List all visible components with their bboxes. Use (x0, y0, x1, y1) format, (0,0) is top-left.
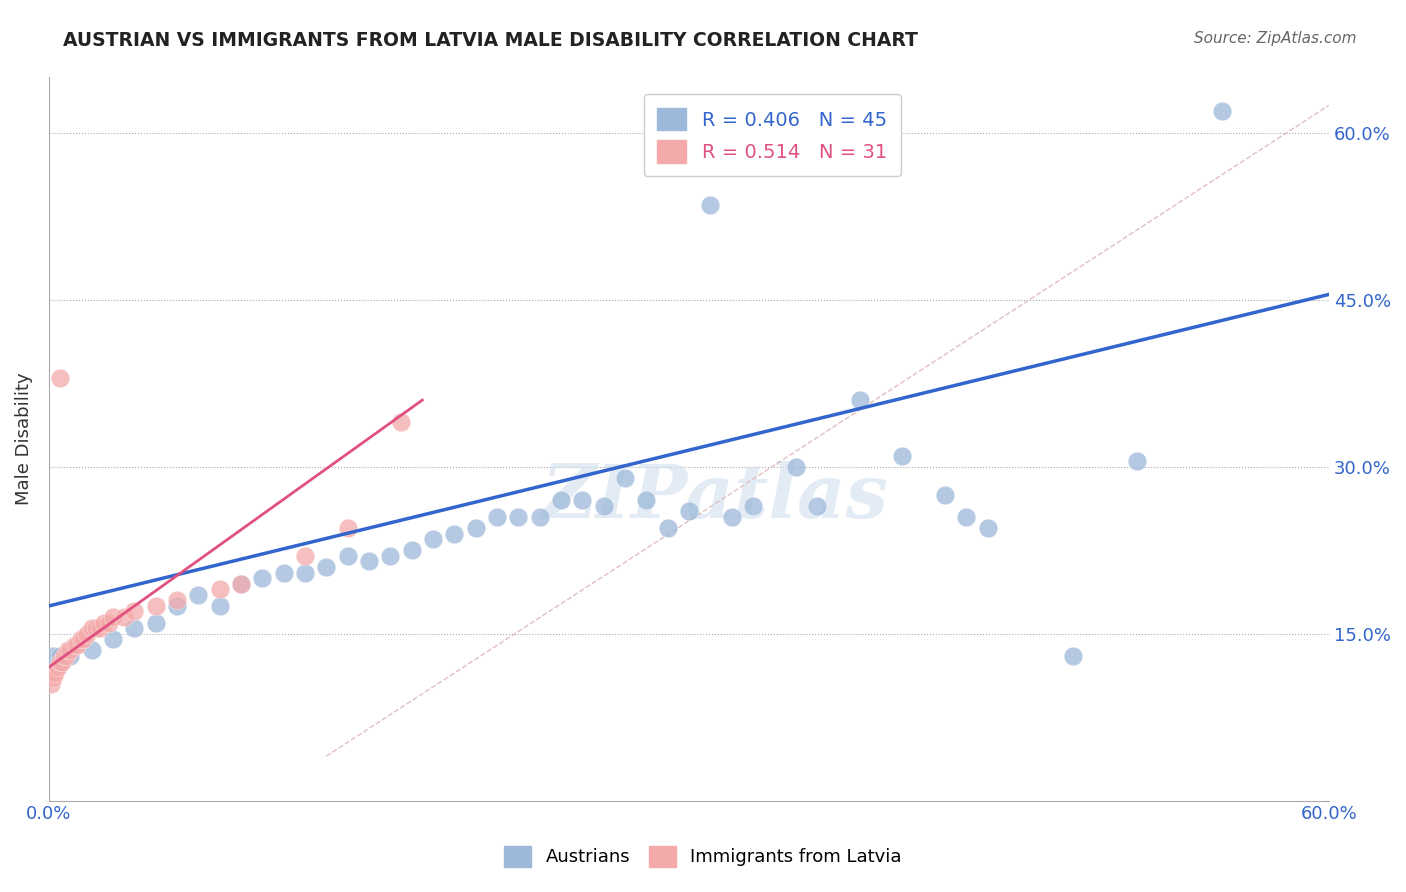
Point (294, 549, 316, 563)
Point (294, 566, 316, 580)
Point (101, 610, 124, 624)
Point (1211, 103, 1233, 118)
Point (806, 499, 828, 513)
Point (76, 626, 98, 640)
Point (315, 560, 337, 574)
Point (112, 610, 135, 624)
Point (636, 493, 658, 508)
Point (614, 471, 637, 485)
Point (678, 504, 700, 518)
Point (1126, 454, 1149, 468)
Point (443, 526, 465, 541)
Point (785, 459, 807, 474)
Y-axis label: Male Disability: Male Disability (15, 373, 32, 506)
Point (59, 643, 82, 657)
Point (48, 648, 70, 663)
Point (976, 521, 998, 535)
Point (44, 665, 66, 680)
Point (529, 509, 551, 524)
Point (657, 521, 679, 535)
Point (742, 499, 765, 513)
Text: ZIPatlas: ZIPatlas (541, 460, 889, 533)
Point (229, 576, 252, 591)
Point (70, 632, 93, 647)
Point (93, 615, 115, 630)
Point (63, 638, 86, 652)
Point (273, 566, 295, 580)
Point (80, 643, 103, 657)
Point (252, 571, 274, 585)
Point (51, 655, 73, 669)
Point (955, 509, 977, 524)
Point (380, 549, 402, 563)
Point (66, 638, 89, 652)
Point (80, 621, 103, 635)
Point (187, 588, 209, 602)
Point (550, 493, 572, 508)
Point (42, 671, 65, 685)
Point (401, 543, 423, 558)
Point (97, 615, 120, 630)
Point (84, 621, 107, 635)
Point (208, 582, 231, 597)
Point (39, 677, 62, 691)
Legend: Austrians, Immigrants from Latvia: Austrians, Immigrants from Latvia (498, 838, 908, 874)
Point (101, 632, 124, 647)
Point (229, 576, 252, 591)
Point (592, 499, 614, 513)
Point (56, 643, 79, 657)
Point (699, 198, 721, 212)
Point (52, 648, 75, 663)
Point (508, 509, 530, 524)
Point (55, 648, 77, 663)
Point (891, 449, 914, 463)
Point (389, 415, 412, 429)
Point (145, 615, 167, 630)
Point (72, 632, 94, 647)
Point (336, 521, 359, 535)
Point (124, 605, 146, 619)
Point (720, 509, 742, 524)
Point (48, 371, 70, 385)
Legend: R = 0.406   N = 45, R = 0.514   N = 31: R = 0.406 N = 45, R = 0.514 N = 31 (644, 95, 901, 177)
Point (848, 393, 870, 408)
Point (46, 660, 69, 674)
Point (208, 599, 231, 613)
Point (89, 621, 111, 635)
Point (485, 509, 508, 524)
Point (166, 599, 188, 613)
Text: AUSTRIAN VS IMMIGRANTS FROM LATVIA MALE DISABILITY CORRELATION CHART: AUSTRIAN VS IMMIGRANTS FROM LATVIA MALE … (63, 31, 918, 50)
Point (166, 593, 188, 607)
Point (145, 599, 167, 613)
Point (336, 549, 359, 563)
Point (357, 554, 380, 568)
Point (571, 493, 593, 508)
Point (934, 488, 956, 502)
Point (124, 621, 146, 635)
Point (48, 655, 70, 669)
Text: Source: ZipAtlas.com: Source: ZipAtlas.com (1194, 31, 1357, 46)
Point (422, 532, 444, 546)
Point (42, 648, 65, 663)
Point (464, 521, 486, 535)
Point (1062, 648, 1084, 663)
Point (59, 648, 82, 663)
